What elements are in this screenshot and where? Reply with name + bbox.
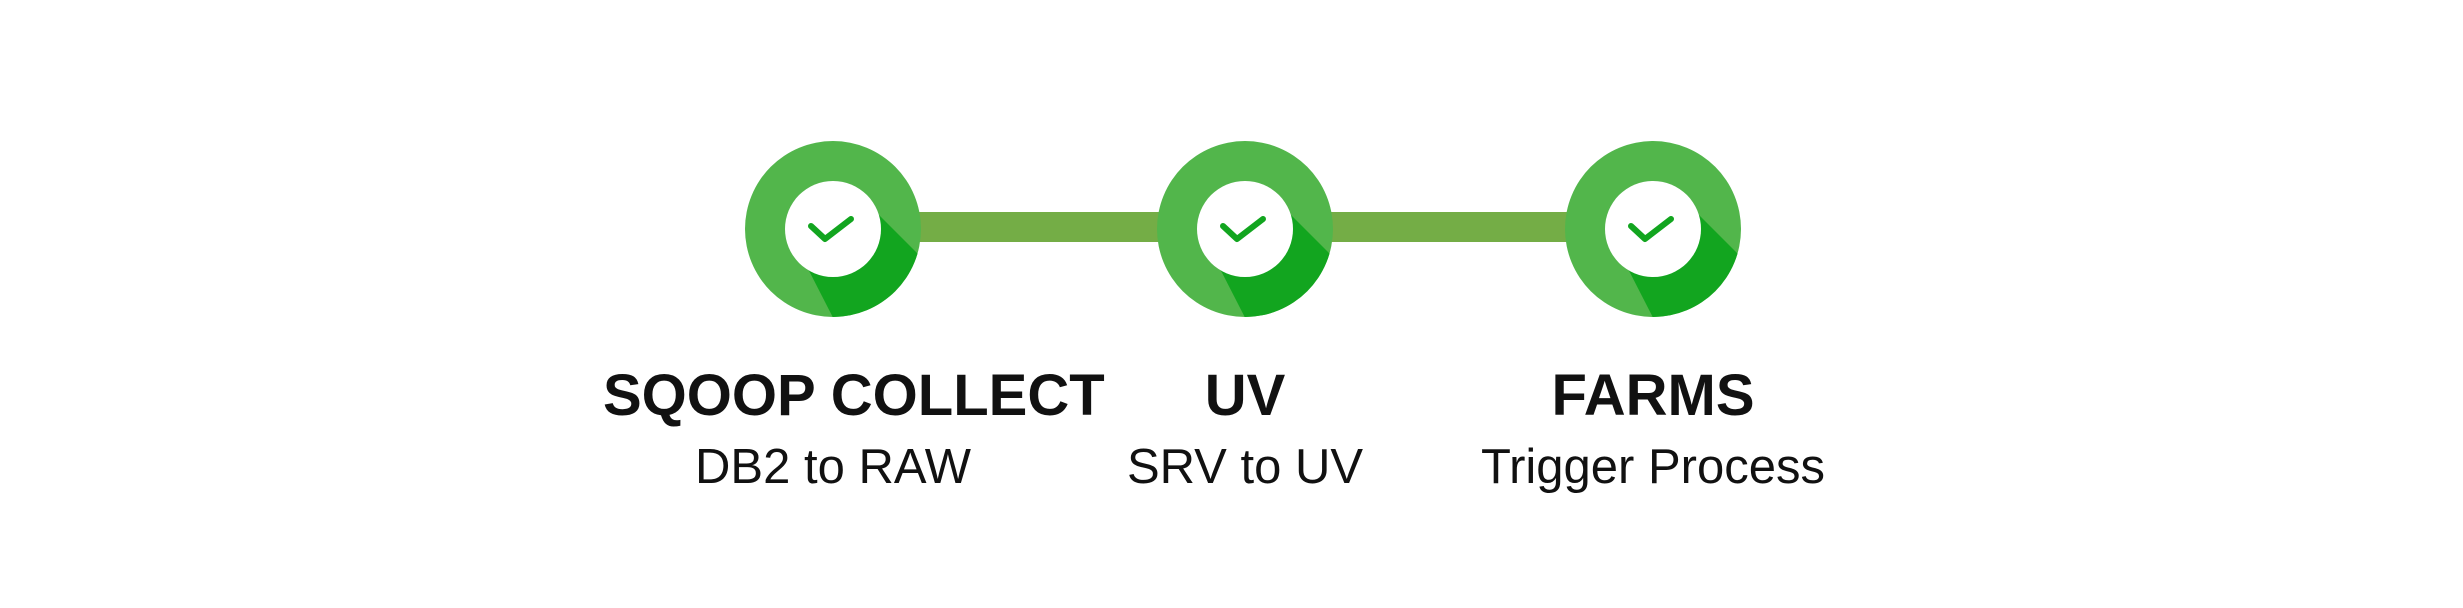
step-status-badge bbox=[1565, 141, 1741, 317]
step-connector bbox=[918, 212, 1163, 242]
check-circle-icon bbox=[1565, 141, 1741, 317]
step-title: UV bbox=[1204, 363, 1286, 428]
step-connector bbox=[1328, 212, 1573, 242]
check-circle-icon bbox=[745, 141, 921, 317]
step-subtitle: DB2 to RAW bbox=[695, 440, 971, 494]
step-farms: FARMS Trigger Process bbox=[1423, 141, 1883, 497]
checkmark-icon bbox=[1220, 216, 1266, 242]
step-status-badge bbox=[745, 141, 921, 317]
step-title: SQOOP COLLECT bbox=[603, 363, 1105, 428]
check-circle-icon bbox=[1157, 141, 1333, 317]
checkmark-icon bbox=[1628, 216, 1674, 242]
step-status-badge bbox=[1157, 141, 1333, 317]
step-subtitle: Trigger Process bbox=[1480, 440, 1825, 494]
step-sqoop-collect: SQOOP COLLECT DB2 to RAW bbox=[603, 141, 1105, 497]
step-subtitle: SRV to UV bbox=[1126, 440, 1364, 494]
step-title: FARMS bbox=[1551, 363, 1755, 428]
step-uv: UV SRV to UV bbox=[1015, 141, 1475, 497]
checkmark-icon bbox=[808, 216, 854, 242]
